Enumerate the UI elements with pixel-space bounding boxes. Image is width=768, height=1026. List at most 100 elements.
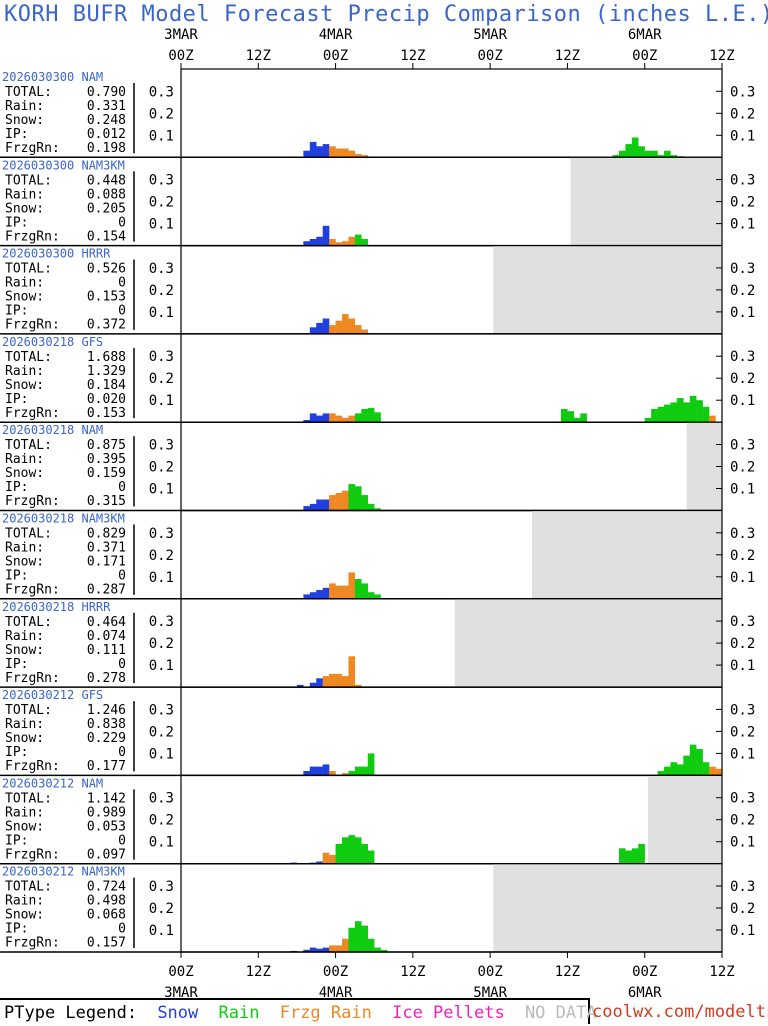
precip-bar (335, 673, 343, 688)
precip-bar (657, 406, 665, 423)
stat-value: 0.074 (87, 629, 126, 644)
stat-label: IP: (5, 480, 28, 495)
no-data-region (493, 863, 722, 952)
stat-label: Rain: (5, 894, 44, 909)
precip-bar (618, 848, 626, 864)
stat-label: FrzgRn: (5, 229, 60, 244)
stat-label: Rain: (5, 187, 44, 202)
precip-bar (676, 764, 684, 776)
precip-bar (715, 768, 723, 776)
y-tick-label-left: 0.2 (149, 813, 174, 829)
precip-bar (309, 413, 317, 423)
stat-label: Snow: (5, 290, 44, 305)
y-tick-label-right: 0.2 (730, 636, 755, 652)
panel-frame (180, 68, 723, 158)
precip-bar (322, 318, 330, 334)
precip-bar (316, 499, 323, 511)
precip-bar (322, 499, 330, 511)
stat-label: Rain: (5, 452, 44, 467)
precip-bar (309, 327, 317, 334)
precip-bar (689, 744, 697, 776)
y-tick-label-left: 0.2 (149, 548, 174, 564)
stat-value: 0 (118, 657, 126, 672)
precip-bar (303, 771, 311, 776)
precip-bar (361, 329, 368, 334)
precip-bar (348, 484, 356, 511)
y-tick-label-right: 0.2 (730, 195, 755, 211)
stat-value: 0.012 (87, 127, 126, 142)
y-tick-label-right: 0.1 (730, 217, 755, 233)
precip-bar (335, 242, 343, 246)
precip-bar (361, 409, 368, 423)
stat-label: Snow: (5, 466, 44, 481)
stat-label: IP: (5, 127, 28, 142)
stat-value: 0 (118, 276, 126, 291)
precip-bar (316, 766, 323, 776)
y-tick-label-left: 0.1 (149, 570, 174, 586)
precip-bar (625, 850, 633, 864)
stat-value: 1.246 (87, 703, 126, 718)
stat-label: Rain: (5, 805, 44, 820)
precip-bar (709, 766, 716, 776)
precip-bar (348, 415, 356, 423)
precip-bar (689, 395, 697, 423)
precip-bar (322, 676, 330, 688)
precip-bar (696, 749, 703, 776)
top-time-label-2: 00Z (323, 48, 348, 64)
stat-value: 0 (118, 569, 126, 584)
no-data-region (454, 598, 722, 688)
precip-bar (309, 682, 317, 688)
stat-value: 0.829 (87, 527, 126, 542)
bottom-time-label-1: 12Z (246, 964, 271, 980)
stat-value: 0.020 (87, 392, 126, 407)
precip-bar (342, 148, 349, 158)
stat-value: 0 (118, 833, 126, 848)
stat-value: 0.229 (87, 731, 126, 746)
precip-bar (367, 753, 375, 776)
y-tick-label-left: 0.3 (149, 791, 174, 807)
precip-bar (348, 572, 356, 599)
precip-bar (316, 678, 323, 688)
y-tick-label-left: 0.3 (149, 84, 174, 100)
stat-label: FrzgRn: (5, 583, 60, 598)
precip-bar (329, 583, 336, 599)
top-date-label-4: 5MAR (473, 27, 507, 43)
precip-bar (354, 921, 362, 952)
y-tick-label-left: 0.2 (149, 636, 174, 652)
stat-label: Snow: (5, 908, 44, 923)
stat-value: 0.287 (87, 583, 126, 598)
y-tick-label-left: 0.2 (149, 283, 174, 299)
precip-bar (573, 417, 581, 423)
bottom-date-label-2: 4MAR (319, 985, 353, 1000)
stat-label: Snow: (5, 819, 44, 834)
y-tick-label-right: 0.1 (730, 393, 755, 409)
precip-bar (374, 412, 381, 423)
precip-bar (354, 684, 362, 688)
precip-bar (342, 314, 349, 334)
stat-label: IP: (5, 745, 28, 760)
precip-bar (638, 146, 645, 158)
precip-bar (342, 676, 349, 688)
y-tick-label-right: 0.1 (730, 570, 755, 586)
y-tick-label-right: 0.1 (730, 658, 755, 674)
stat-label: Snow: (5, 201, 44, 216)
stat-label: Snow: (5, 555, 44, 570)
top-time-label-5: 12Z (555, 48, 580, 64)
stat-label: Rain: (5, 541, 44, 556)
stat-label: TOTAL: (5, 703, 52, 718)
panel-frame (180, 686, 723, 776)
y-tick-label-left: 0.3 (149, 438, 174, 454)
precip-bar (309, 239, 317, 246)
precip-bar (329, 945, 336, 952)
precip-bar (322, 852, 330, 864)
precip-bar (322, 225, 330, 246)
y-tick-label-right: 0.1 (730, 305, 755, 321)
stat-label: FrzgRn: (5, 671, 60, 686)
precip-bar (702, 762, 710, 776)
precip-bar (683, 755, 690, 776)
stat-label: Rain: (5, 99, 44, 114)
precip-bar (303, 949, 311, 952)
stat-value: 0.371 (87, 541, 126, 556)
y-tick-label-right: 0.2 (730, 724, 755, 740)
precip-bar (354, 837, 362, 864)
